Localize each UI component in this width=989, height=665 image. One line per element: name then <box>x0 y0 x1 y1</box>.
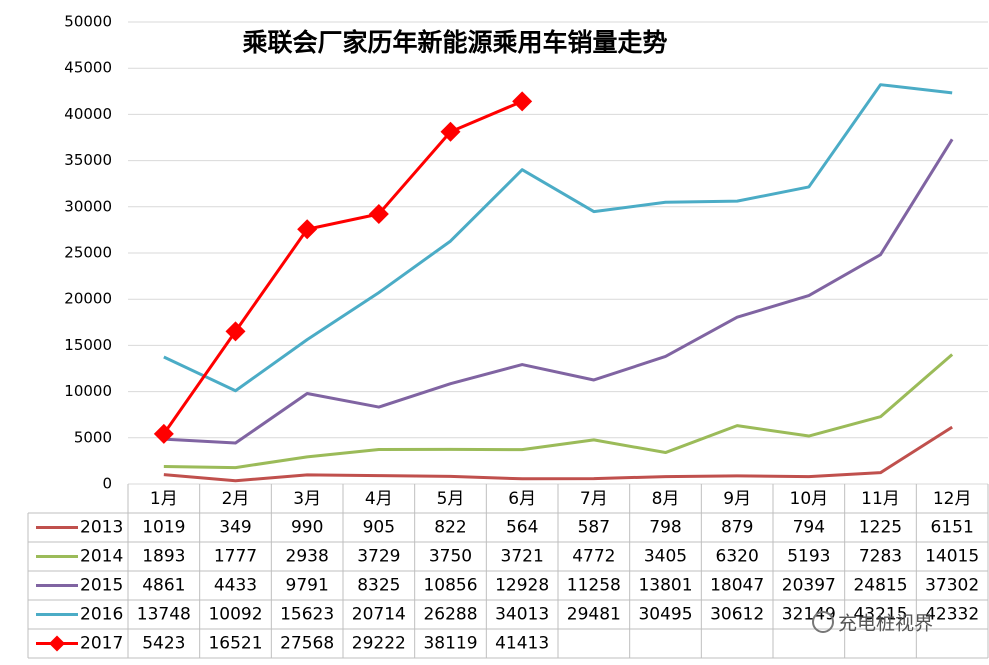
table-cell: 18047 <box>710 576 764 596</box>
table-cell: 6151 <box>931 518 974 538</box>
table-cell: 3405 <box>644 547 687 567</box>
table-cell: 1893 <box>142 547 185 567</box>
marker <box>512 91 533 112</box>
table-cell: 10856 <box>423 576 477 596</box>
y-tick-label: 5000 <box>74 428 112 446</box>
table-cell: 822 <box>434 518 466 538</box>
table-cell: 41413 <box>495 634 549 654</box>
table-cell: 30612 <box>710 605 764 625</box>
table-cell: 34013 <box>495 605 549 625</box>
legend-label: 2014 <box>80 547 123 567</box>
x-tick-label: 6月 <box>508 489 536 509</box>
series-line <box>163 425 953 483</box>
table-cell: 15623 <box>280 605 334 625</box>
watermark-icon <box>812 611 834 633</box>
table-cell: 3729 <box>357 547 400 567</box>
y-tick-label: 35000 <box>64 151 112 169</box>
table-cell: 349 <box>219 518 251 538</box>
x-tick-label: 4月 <box>365 489 393 509</box>
y-tick-label: 20000 <box>64 290 112 308</box>
chart-title: 乘联会厂家历年新能源乘用车销量走势 <box>242 28 667 57</box>
series-line <box>163 353 954 470</box>
table-cell: 13801 <box>638 576 692 596</box>
legend-label: 2017 <box>80 634 123 654</box>
table-cell: 798 <box>649 518 681 538</box>
x-tick-label: 7月 <box>580 489 608 509</box>
y-tick-label: 15000 <box>64 336 112 354</box>
table-cell: 1777 <box>214 547 257 567</box>
y-tick-label: 40000 <box>64 105 112 123</box>
table-cell: 3721 <box>501 547 544 567</box>
table-cell: 6320 <box>716 547 759 567</box>
x-tick-label: 1月 <box>150 489 178 509</box>
y-tick-label: 10000 <box>64 382 112 400</box>
table-cell: 8325 <box>357 576 400 596</box>
table-cell: 11258 <box>567 576 621 596</box>
x-tick-label: 11月 <box>861 489 900 509</box>
table-cell: 42332 <box>925 605 979 625</box>
legend-label: 2013 <box>80 518 123 538</box>
marker <box>368 203 389 224</box>
table-cell: 14015 <box>925 547 979 567</box>
table-cell: 587 <box>578 518 610 538</box>
table-cell: 30495 <box>638 605 692 625</box>
y-tick-label: 30000 <box>64 197 112 215</box>
table-cell: 990 <box>291 518 323 538</box>
x-tick-label: 10月 <box>790 489 829 509</box>
marker <box>440 121 461 142</box>
table-cell: 12928 <box>495 576 549 596</box>
table-cell: 43215 <box>853 605 907 625</box>
marker <box>225 321 246 342</box>
table-cell: 20714 <box>352 605 406 625</box>
legend-label: 2015 <box>80 576 123 596</box>
y-tick-label: 0 <box>102 475 112 493</box>
legend-label: 2016 <box>80 605 123 625</box>
x-tick-label: 2月 <box>222 489 250 509</box>
marker <box>153 423 174 444</box>
table-cell: 564 <box>506 518 538 538</box>
table-cell: 27568 <box>280 634 334 654</box>
table-cell: 26288 <box>423 605 477 625</box>
series-line <box>163 138 954 445</box>
y-tick-label: 45000 <box>64 59 112 77</box>
table-cell: 3750 <box>429 547 472 567</box>
table-cell: 2938 <box>286 547 329 567</box>
table-cell: 38119 <box>423 634 477 654</box>
table-cell: 905 <box>363 518 395 538</box>
table-cell: 20397 <box>782 576 836 596</box>
table-cell: 29481 <box>567 605 621 625</box>
table-cell: 9791 <box>286 576 329 596</box>
table-cell: 4433 <box>214 576 257 596</box>
table-cell: 5423 <box>142 634 185 654</box>
table-cell: 37302 <box>925 576 979 596</box>
table-cell: 879 <box>721 518 753 538</box>
table-cell: 4861 <box>142 576 185 596</box>
table-cell: 29222 <box>352 634 406 654</box>
table-cell: 4772 <box>572 547 615 567</box>
table-cell: 16521 <box>208 634 262 654</box>
table-cell: 13748 <box>137 605 191 625</box>
x-tick-label: 5月 <box>437 489 465 509</box>
legend-marker <box>49 635 65 652</box>
table-cell: 1019 <box>142 518 185 538</box>
x-tick-label: 9月 <box>723 489 751 509</box>
x-tick-label: 3月 <box>293 489 321 509</box>
table-cell: 794 <box>793 518 825 538</box>
series-line <box>163 83 953 393</box>
y-tick-label: 25000 <box>64 244 112 262</box>
series-line <box>162 99 523 435</box>
table-cell: 5193 <box>787 547 830 567</box>
table-cell: 7283 <box>859 547 902 567</box>
table-cell: 10092 <box>208 605 262 625</box>
table-cell: 32149 <box>782 605 836 625</box>
table-cell: 24815 <box>853 576 907 596</box>
table-cell: 1225 <box>859 518 902 538</box>
watermark: 充电桩视界 <box>838 613 933 635</box>
marker <box>297 219 318 240</box>
x-tick-label: 8月 <box>652 489 680 509</box>
y-tick-label: 50000 <box>64 13 112 31</box>
x-tick-label: 12月 <box>933 489 972 509</box>
